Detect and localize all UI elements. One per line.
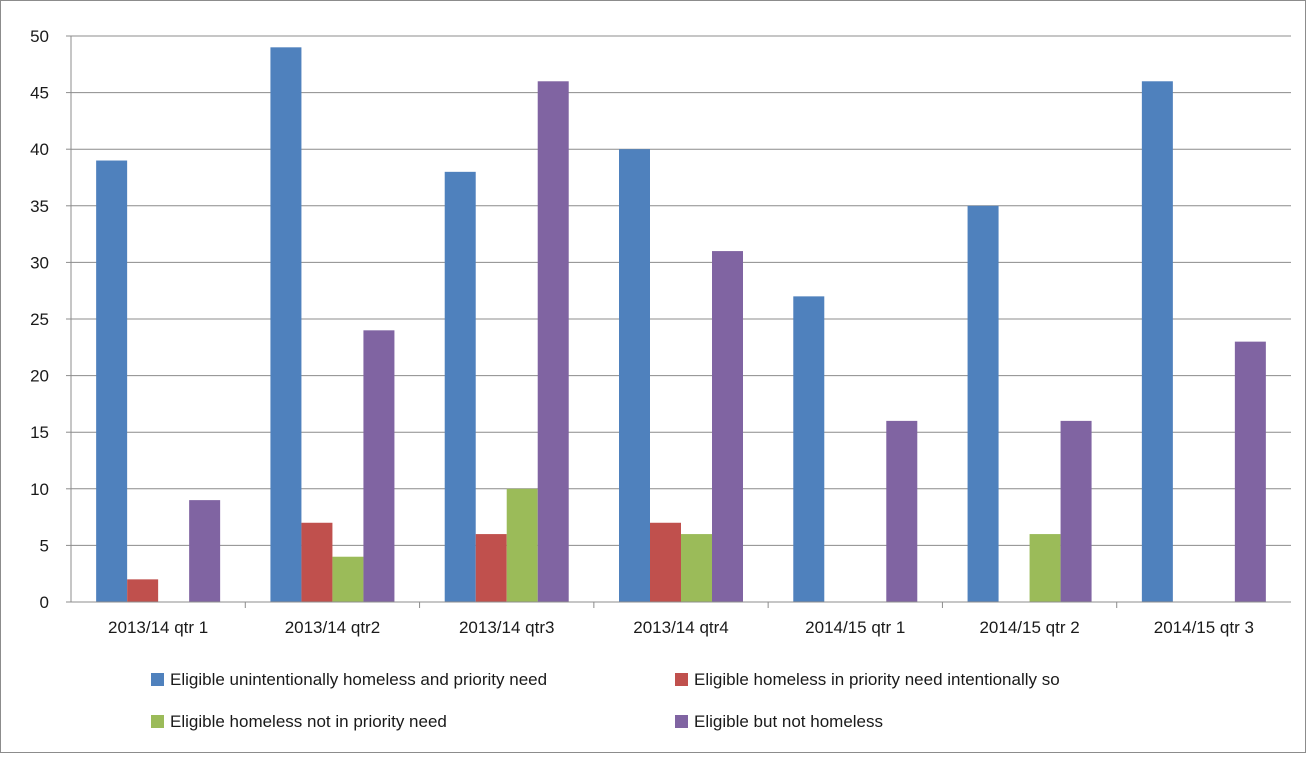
bar [506, 488, 538, 602]
bar [712, 251, 743, 602]
legend-swatch [675, 673, 688, 686]
legend-swatch [675, 715, 688, 728]
legend-swatch [151, 673, 164, 686]
legend-item: Eligible homeless in priority need inten… [675, 670, 1060, 689]
y-tick-label: 20 [30, 367, 49, 386]
legend-swatch [151, 715, 164, 728]
bar [189, 500, 221, 602]
x-tick-label: 2013/14 qtr3 [459, 618, 554, 637]
x-axis-tick-labels: 2013/14 qtr 1 2013/14 qtr2 2013/14 qtr3 201… [108, 618, 1254, 637]
legend: Eligible unintentionally homeless and pr… [151, 670, 1060, 731]
bar [650, 522, 681, 602]
y-tick-label: 35 [30, 197, 49, 216]
y-tick-label: 0 [40, 593, 49, 612]
x-axis [70, 36, 1291, 608]
legend-item: Eligible homeless not in priority need [151, 712, 447, 731]
bar [301, 522, 333, 602]
bar [1029, 534, 1061, 602]
x-tick-label: 2013/14 qtr 1 [108, 618, 208, 637]
y-tick-label: 25 [30, 310, 49, 329]
bar [332, 556, 364, 602]
x-tick-label: 2014/15 qtr 2 [979, 618, 1079, 637]
bar [96, 160, 128, 602]
legend-item: Eligible but not homeless [675, 712, 883, 731]
bar [270, 47, 302, 602]
y-tick-label: 15 [30, 423, 49, 442]
bar [681, 534, 712, 602]
gridlines [71, 35, 1291, 546]
bars [96, 47, 1266, 603]
bar [886, 420, 918, 602]
legend-label: Eligible homeless not in priority need [170, 712, 447, 731]
x-tick-label: 2013/14 qtr4 [633, 618, 728, 637]
legend-label: Eligible homeless in priority need inten… [694, 670, 1060, 689]
y-axis-ticks: 0 5 10 15 20 25 30 35 40 45 50 [30, 27, 71, 612]
x-tick-label: 2014/15 qtr 1 [805, 618, 905, 637]
x-tick-label: 2014/15 qtr 3 [1154, 618, 1254, 637]
legend-item: Eligible unintentionally homeless and pr… [151, 670, 547, 689]
y-tick-label: 40 [30, 140, 49, 159]
y-tick-label: 5 [40, 536, 49, 555]
y-tick-label: 45 [30, 84, 49, 103]
bar [1141, 81, 1173, 602]
bar [967, 205, 999, 603]
bar [793, 296, 825, 602]
bar [444, 171, 476, 602]
bar [475, 534, 507, 602]
bar [1234, 341, 1266, 602]
bar [537, 81, 569, 602]
bar [127, 579, 159, 602]
bar [363, 330, 395, 602]
bar [619, 149, 650, 602]
x-tick-label: 2013/14 qtr2 [285, 618, 380, 637]
legend-label: Eligible unintentionally homeless and pr… [170, 670, 547, 689]
y-tick-label: 10 [30, 480, 49, 499]
y-tick-label: 30 [30, 253, 49, 272]
legend-label: Eligible but not homeless [694, 712, 883, 731]
bar [1060, 420, 1092, 602]
y-tick-label: 50 [30, 27, 49, 46]
